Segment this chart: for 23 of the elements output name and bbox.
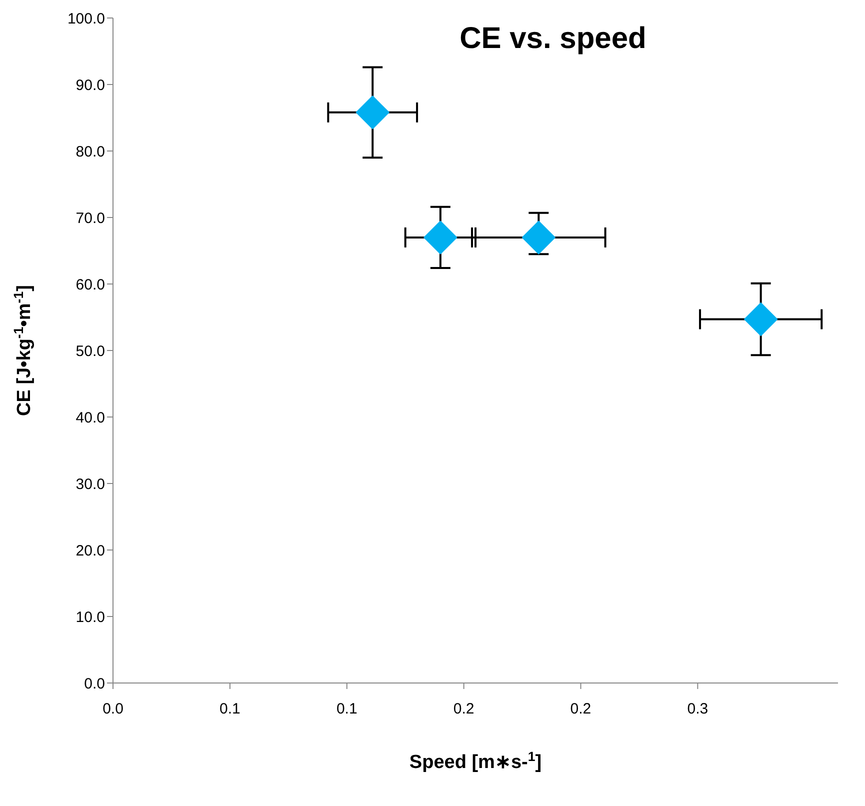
y-tick-label: 60.0	[76, 276, 105, 294]
y-tick-label: 50.0	[76, 342, 105, 360]
x-tick-label: 0.1	[336, 700, 358, 718]
chart-title: CE vs. speed	[460, 22, 646, 55]
point	[522, 220, 556, 254]
point	[744, 302, 778, 336]
y-tick-label: 90.0	[76, 76, 105, 94]
y-tick-label: 0.0	[84, 675, 105, 692]
y-tick-label: 70.0	[76, 210, 105, 227]
y-tick-label: 20.0	[76, 542, 105, 560]
y-tick-label: 40.0	[76, 409, 105, 426]
x-tick-label: 0.0	[102, 700, 124, 718]
point	[423, 220, 458, 254]
x-tick-label: 0.2	[570, 700, 592, 718]
y-tick-label: 100.0	[67, 10, 105, 28]
point	[356, 95, 390, 130]
y-tick-label: 30.0	[76, 476, 105, 493]
y-tick-label: 10.0	[76, 608, 105, 626]
x-axis-title: Speed [m∗s-$^{1}$]	[409, 748, 542, 773]
x-tick-label: 0.1	[220, 700, 240, 718]
x-tick-label: 0.2	[453, 700, 474, 718]
x-tick-label: 0.3	[687, 700, 708, 718]
y-tick-label: 80.0	[76, 143, 105, 160]
